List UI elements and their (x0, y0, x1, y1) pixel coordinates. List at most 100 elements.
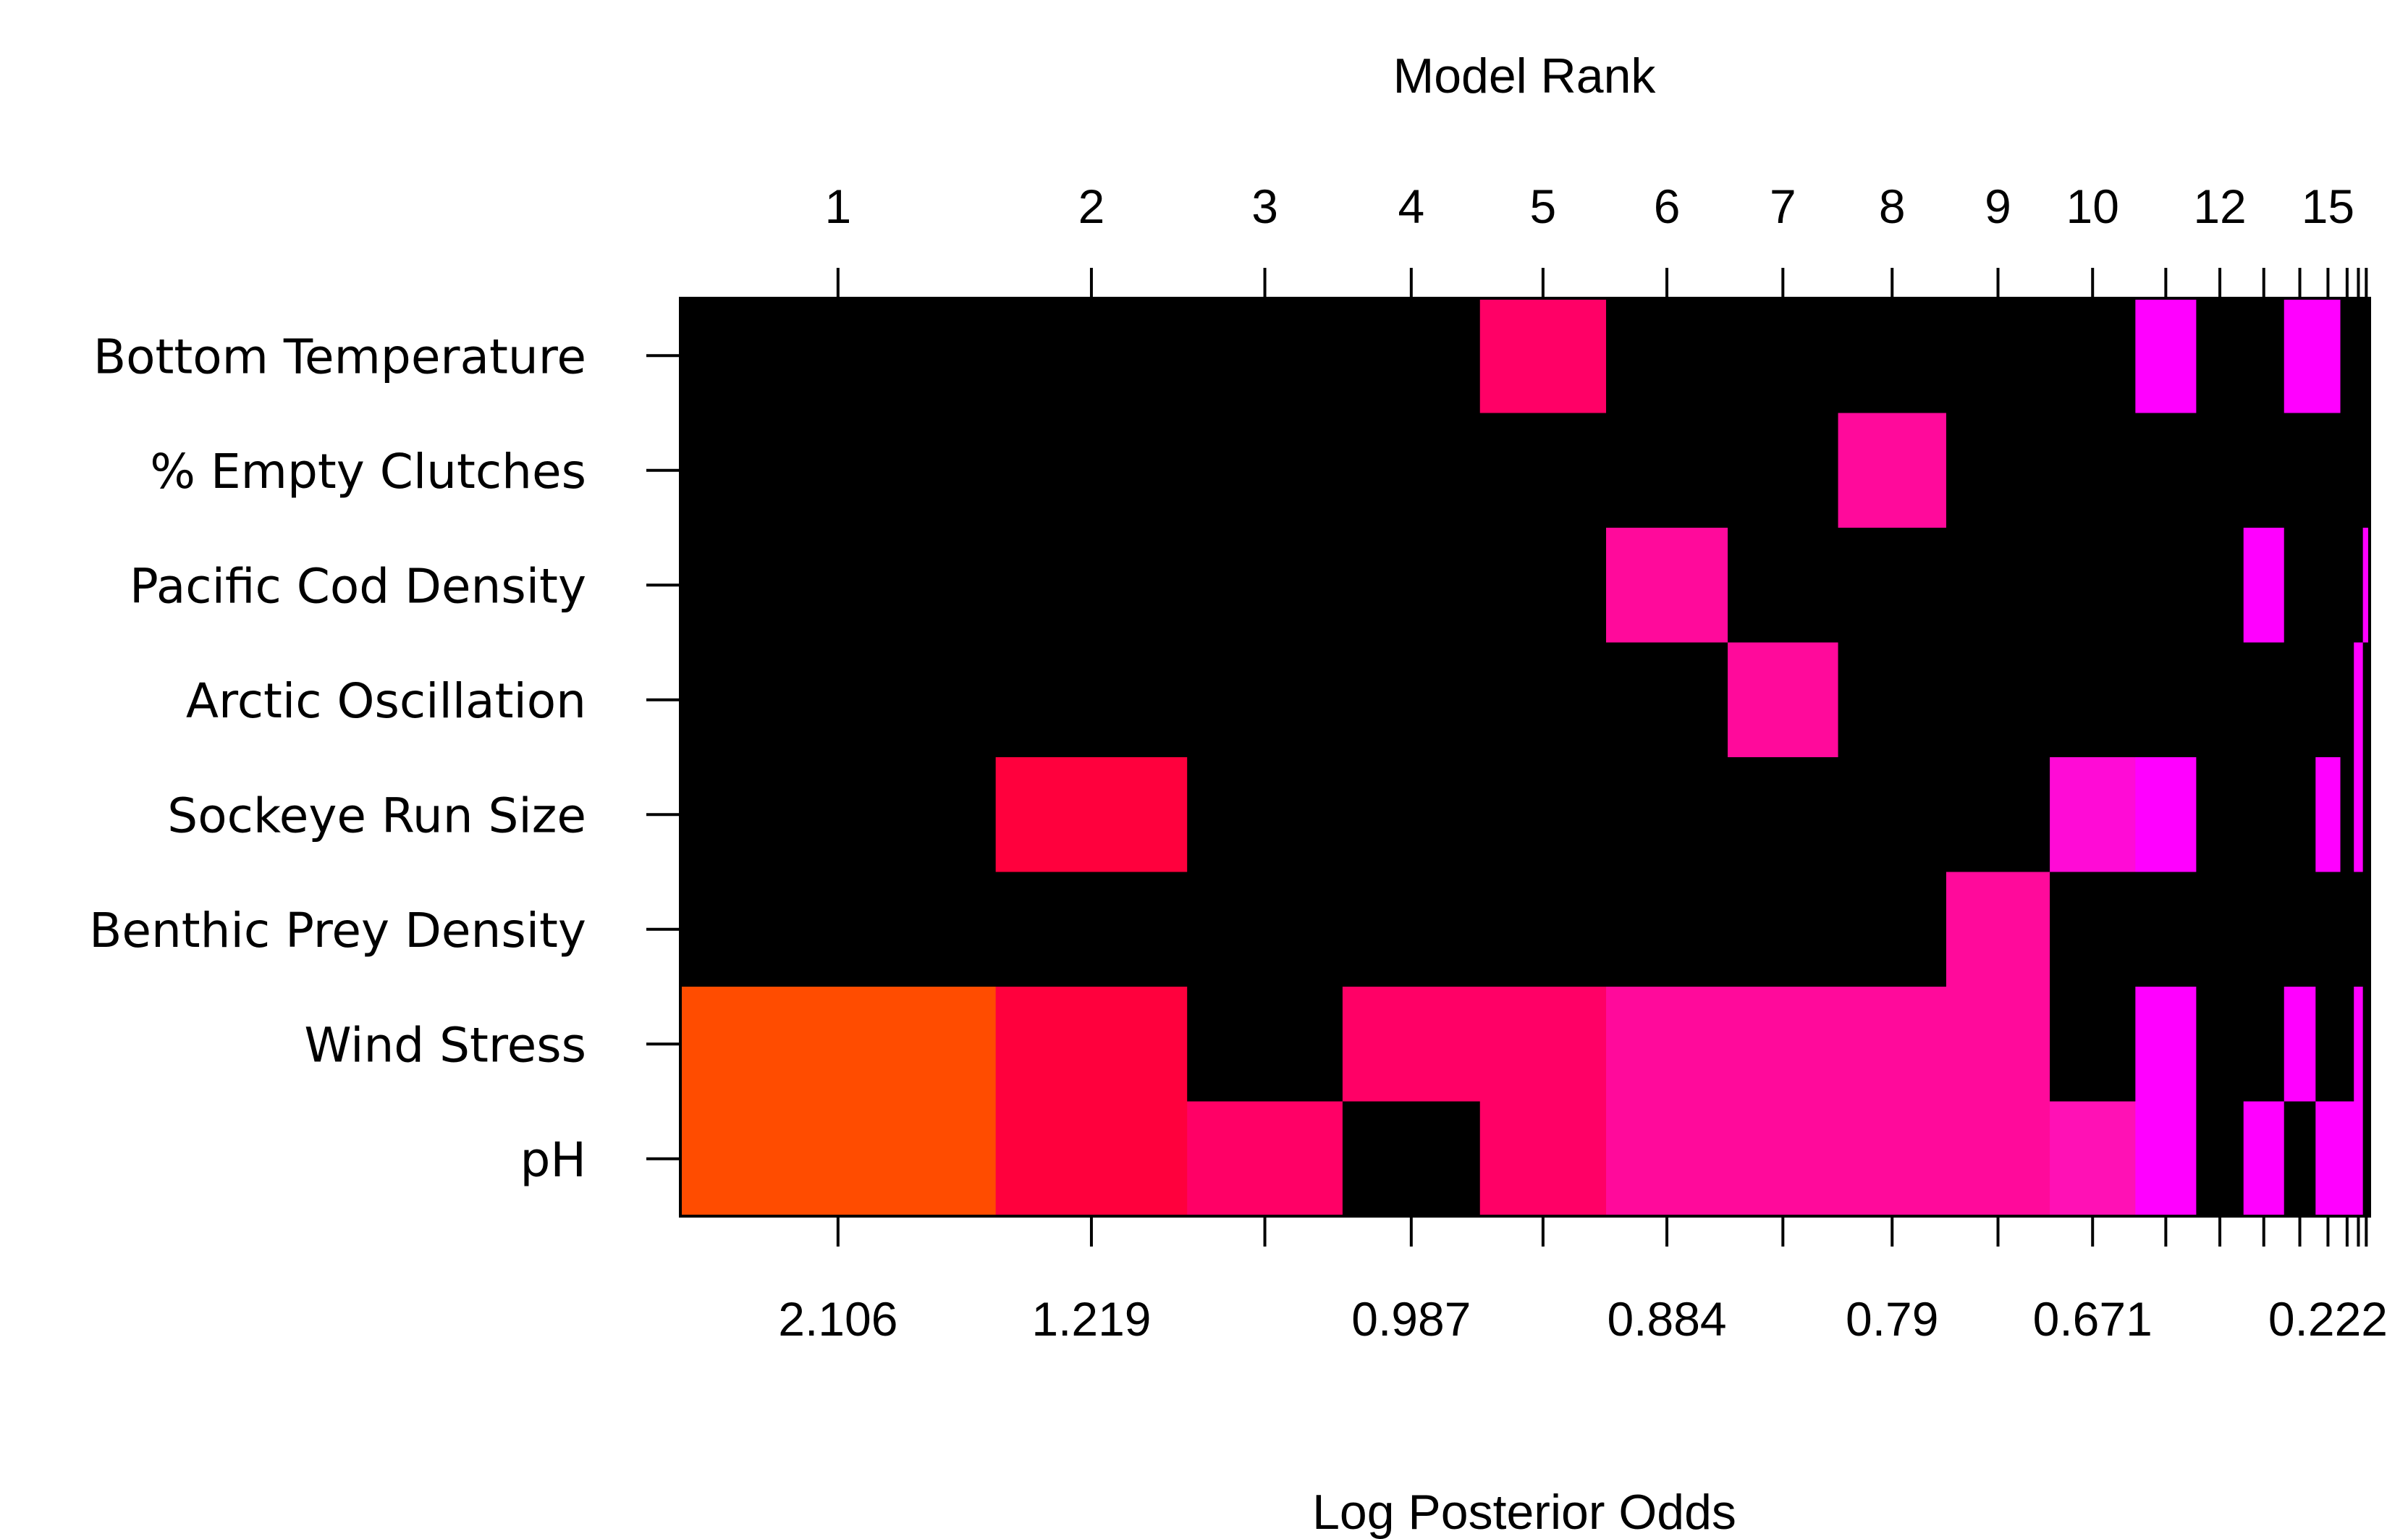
cell-r3-m5 (1479, 528, 1607, 644)
cell-r5-m1 (680, 757, 997, 873)
cell-r3-m3 (1187, 528, 1343, 644)
cell-r8-m13 (2243, 1101, 2285, 1217)
cell-r7-m1 (680, 987, 997, 1102)
row-label: Pacific Cod Density (130, 558, 586, 614)
rank-tick-label: 9 (1985, 180, 2011, 233)
cell-r8-m7 (1728, 1101, 1839, 1217)
cell-r2-m5 (1479, 413, 1607, 528)
cell-r6-m13 (2243, 872, 2285, 987)
cell-r6-m10 (2050, 872, 2136, 987)
cell-r7-m17 (2354, 987, 2364, 1102)
cell-r1-m11 (2135, 298, 2197, 414)
cell-r1-m16 (2340, 298, 2354, 414)
cell-r2-m1 (680, 413, 997, 528)
cell-r4-m1 (680, 642, 997, 758)
cell-r3-m13 (2243, 528, 2285, 644)
row-labels: Bottom Temperature % Empty Clutches Pacifi… (89, 329, 680, 1188)
heatmap-cells (680, 298, 2370, 1217)
cell-r7-m5 (1479, 987, 1607, 1102)
top-ticks: 1 2 3 4 5 6 7 8 9 10 12 15 (824, 180, 2368, 298)
cell-r4-m7 (1728, 642, 1839, 758)
rank-tick-label: 6 (1654, 180, 1681, 233)
rank-tick-label: 10 (2066, 180, 2119, 233)
odds-tick-label: 0.79 (1846, 1292, 1938, 1346)
cell-r5-m10 (2050, 757, 2136, 873)
cell-r7-m13 (2243, 987, 2285, 1102)
cell-r8-m18 (2362, 1101, 2370, 1217)
cell-r6-m7 (1728, 872, 1839, 987)
cell-r6-m16 (2340, 872, 2354, 987)
cell-r4-m12 (2196, 642, 2244, 758)
cell-r4-m2 (995, 642, 1188, 758)
cell-r6-m4 (1342, 872, 1481, 987)
cell-r5-m14 (2284, 757, 2316, 873)
cell-r7-m4 (1342, 987, 1481, 1102)
cell-r5-m12 (2196, 757, 2244, 873)
cell-r6-m9 (1946, 872, 2050, 987)
cell-r3-m9 (1946, 528, 2050, 644)
cell-r2-m15 (2315, 413, 2341, 528)
cell-r3-m16 (2340, 528, 2354, 644)
cell-r5-m6 (1606, 757, 1728, 873)
cell-r4-m6 (1606, 642, 1728, 758)
rank-tick-label: 15 (2302, 180, 2354, 233)
cell-r4-m11 (2135, 642, 2197, 758)
cell-r3-m10 (2050, 528, 2136, 644)
cell-r1-m7 (1728, 298, 1839, 414)
rank-tick-label: 8 (1879, 180, 1906, 233)
cell-r1-m18 (2362, 298, 2370, 414)
cell-r8-m17 (2354, 1101, 2364, 1217)
cell-r5-m16 (2340, 757, 2354, 873)
cell-r1-m10 (2050, 298, 2136, 414)
cell-r6-m18 (2362, 872, 2370, 987)
cell-r3-m1 (680, 528, 997, 644)
cell-r6-m11 (2135, 872, 2197, 987)
cell-r5-m15 (2315, 757, 2341, 873)
cell-r3-m11 (2135, 528, 2197, 644)
row-label: pH (520, 1132, 586, 1188)
cell-r4-m5 (1479, 642, 1607, 758)
cell-r2-m13 (2243, 413, 2285, 528)
cell-r3-m7 (1728, 528, 1839, 644)
cell-r2-m4 (1342, 413, 1481, 528)
cell-r2-m12 (2196, 413, 2244, 528)
cell-r8-m5 (1479, 1101, 1607, 1217)
cell-r1-m6 (1606, 298, 1728, 414)
cell-r2-m3 (1187, 413, 1343, 528)
cell-r1-m12 (2196, 298, 2244, 414)
rank-tick-label: 3 (1251, 180, 1278, 233)
cell-r7-m16 (2340, 987, 2354, 1102)
cell-r5-m5 (1479, 757, 1607, 873)
cell-r4-m15 (2315, 642, 2341, 758)
cell-r8-m2 (995, 1101, 1188, 1217)
cell-r5-m13 (2243, 757, 2285, 873)
cell-r1-m9 (1946, 298, 2050, 414)
cell-r8-m4 (1342, 1101, 1481, 1217)
cell-r4-m18 (2362, 642, 2370, 758)
cell-r2-m8 (1838, 413, 1947, 528)
cell-r5-m2 (995, 757, 1188, 873)
cell-r2-m10 (2050, 413, 2136, 528)
cell-r2-m7 (1728, 413, 1839, 528)
cell-r6-m14 (2284, 872, 2316, 987)
cell-r6-m8 (1838, 872, 1947, 987)
cell-r6-m1 (680, 872, 997, 987)
cell-r4-m9 (1946, 642, 2050, 758)
cell-r7-m15 (2315, 987, 2341, 1102)
odds-tick-label: 0.222 (2268, 1292, 2388, 1346)
cell-r4-m13 (2243, 642, 2285, 758)
cell-r3-m8 (1838, 528, 1947, 644)
top-axis-title: Model Rank (1393, 49, 1657, 104)
cell-r4-m14 (2284, 642, 2316, 758)
cell-r8-m11 (2135, 1101, 2197, 1217)
cell-r2-m9 (1946, 413, 2050, 528)
cell-r1-m4 (1342, 298, 1481, 414)
cell-r6-m15 (2315, 872, 2341, 987)
cell-r8-m10 (2050, 1101, 2136, 1217)
odds-tick-label: 1.219 (1031, 1292, 1151, 1346)
cell-r5-m9 (1946, 757, 2050, 873)
cell-r8-m3 (1187, 1101, 1343, 1217)
row-label: Arctic Oscillation (186, 673, 586, 729)
cell-r8-m12 (2196, 1101, 2244, 1217)
cell-r7-m6 (1606, 987, 1728, 1102)
